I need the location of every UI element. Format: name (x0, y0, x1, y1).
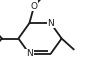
Text: N: N (47, 19, 54, 28)
Text: O: O (31, 2, 38, 11)
Text: N: N (26, 49, 33, 58)
